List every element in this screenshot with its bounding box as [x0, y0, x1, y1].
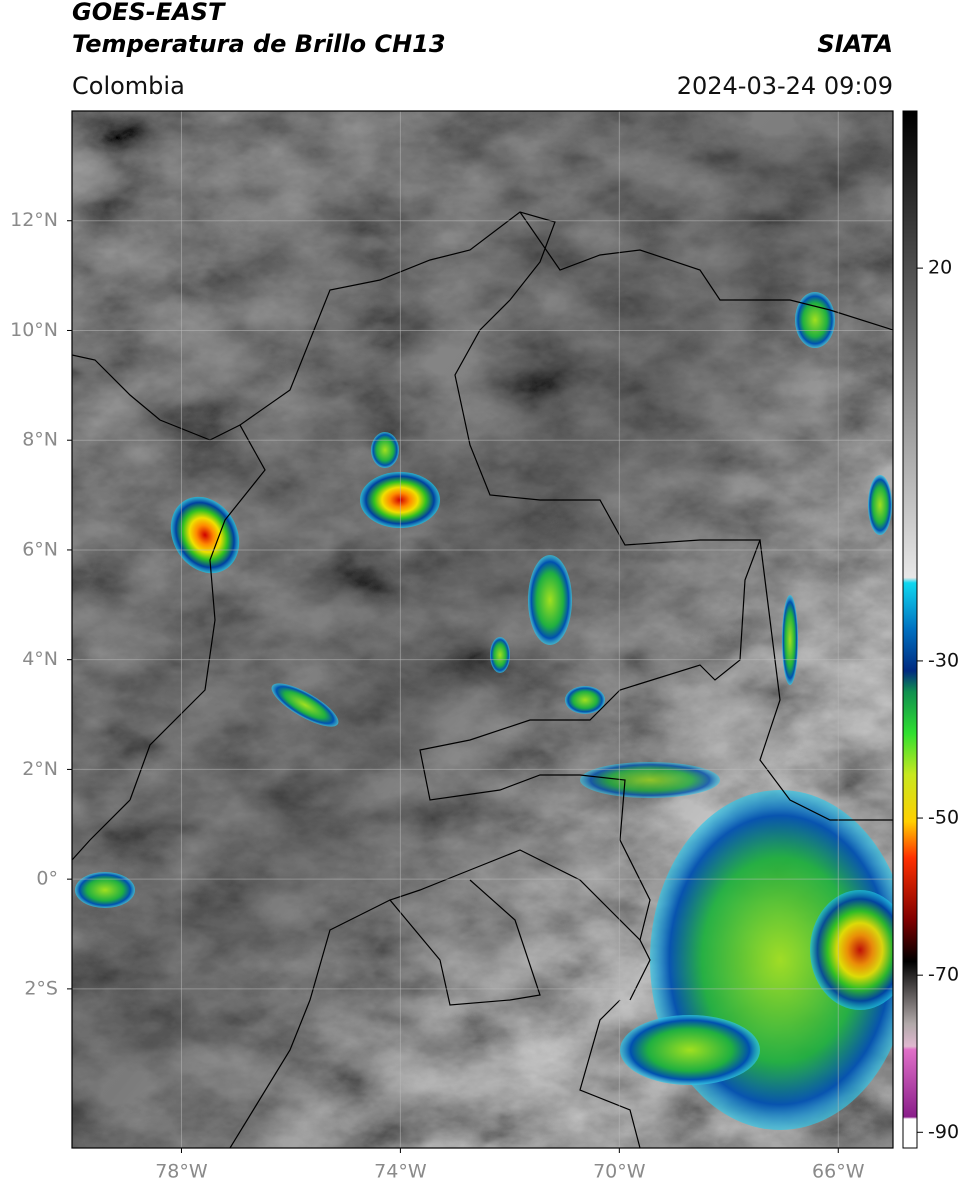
x-tick-label: 74°W [374, 1161, 427, 1183]
title: GOES-EAST [72, 0, 226, 26]
x-tick-label: 70°W [593, 1161, 646, 1183]
y-tick-label: 10°N [10, 319, 58, 341]
map-frame [71, 110, 894, 1149]
y-tick-label: 12°N [10, 209, 58, 231]
x-tick-label: 66°W [812, 1161, 865, 1183]
satellite-image [72, 111, 893, 1148]
y-tick-label: 4°N [22, 648, 58, 670]
y-tick-label: 0° [36, 868, 58, 890]
datetime: 2024-03-24 09:09 [677, 72, 893, 100]
title: Temperatura de Brillo CH13 [72, 30, 446, 58]
region: Colombia [72, 72, 185, 100]
colorbar-tick-label: -90 [928, 1121, 959, 1143]
y-tick-label: 8°N [22, 429, 58, 451]
x-tick-label: 78°W [155, 1161, 208, 1183]
grid [72, 111, 893, 1148]
colorbar-tick-label: -50 [928, 807, 959, 829]
colorbar-tick-label: -30 [928, 649, 959, 671]
y-tick-label: 2°N [22, 758, 58, 780]
colorbar-tick-label: 20 [928, 257, 952, 279]
source: SIATA [817, 30, 893, 58]
y-tick-label: 2°S [24, 977, 58, 999]
y-tick-label: 6°N [22, 538, 58, 560]
colorbar-tick-label: -70 [928, 964, 959, 986]
colorbar [902, 110, 918, 1149]
